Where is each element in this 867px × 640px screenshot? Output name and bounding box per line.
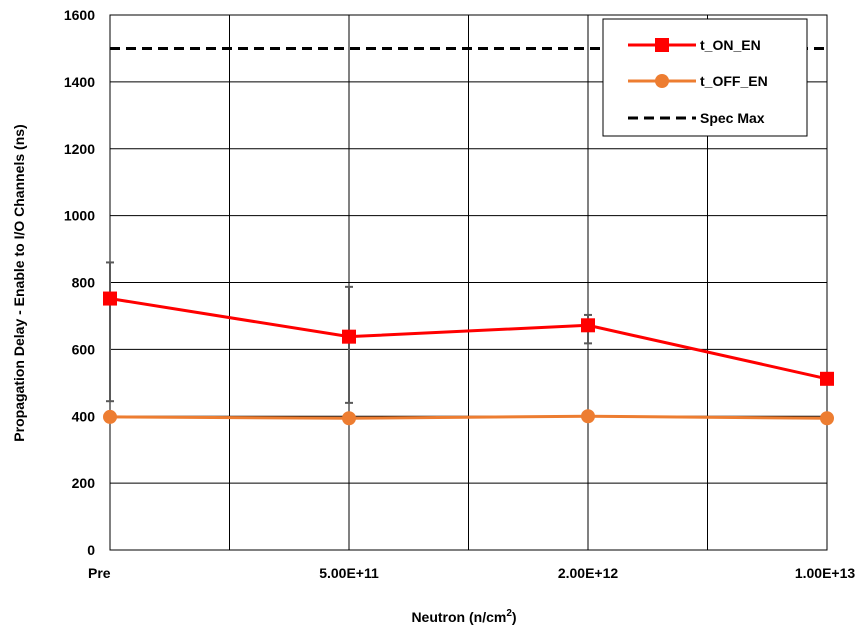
y-tick-label: 200: [72, 475, 96, 491]
data-point-t_OFF_EN: [103, 409, 117, 424]
x-tick-label: 5.00E+11: [319, 565, 379, 581]
x-axis-label-main: Neutron (n/cm: [411, 609, 506, 625]
y-axis-label: Propagation Delay - Enable to I/O Channe…: [11, 124, 27, 441]
data-point-t_OFF_EN: [581, 409, 595, 424]
y-tick-label: 1200: [64, 141, 95, 157]
legend-label-Spec Max: Spec Max: [700, 110, 765, 126]
series-line-t_ON_EN: [109, 297, 828, 381]
data-point-t_OFF_EN: [342, 411, 356, 426]
x-tick-labels: Pre 5.00E+11 2.00E+12 1.00E+13: [88, 565, 855, 581]
x-axis-label: Neutron (n/cm2): [411, 608, 516, 625]
legend-label-t_OFF_EN: t_OFF_EN: [700, 73, 768, 89]
legend: t_ON_EN t_OFF_EN Spec Max: [602, 18, 808, 137]
x-tick-label: Pre: [88, 565, 111, 581]
x-axis-label-sup: 2: [506, 608, 512, 619]
x-tick-label: 1.00E+13: [795, 565, 856, 581]
y-tick-label: 600: [72, 341, 96, 357]
y-tick-label: 400: [72, 408, 96, 424]
data-point-t_OFF_EN: [820, 411, 834, 426]
series-line-t_OFF_EN: [109, 414, 828, 420]
y-tick-labels: 0 200 400 600 800 1000 1200 1400 1600: [64, 7, 95, 558]
y-tick-label: 800: [72, 275, 96, 291]
y-tick-label: 1000: [64, 208, 95, 224]
series-group: [103, 46, 834, 426]
data-point-t_ON_EN: [820, 371, 834, 386]
y-tick-label: 1400: [64, 74, 95, 90]
data-point-t_ON_EN: [342, 329, 356, 344]
legend-marker-t_ON_EN: [655, 38, 669, 52]
x-axis-label-end: ): [512, 609, 517, 625]
legend-label-t_ON_EN: t_ON_EN: [700, 37, 761, 53]
y-tick-label: 1600: [64, 7, 95, 23]
y-tick-label: 0: [87, 542, 95, 558]
data-point-t_ON_EN: [103, 291, 117, 306]
x-tick-label: 2.00E+12: [558, 565, 619, 581]
legend-marker-t_OFF_EN: [655, 74, 669, 88]
data-point-t_ON_EN: [581, 318, 595, 333]
